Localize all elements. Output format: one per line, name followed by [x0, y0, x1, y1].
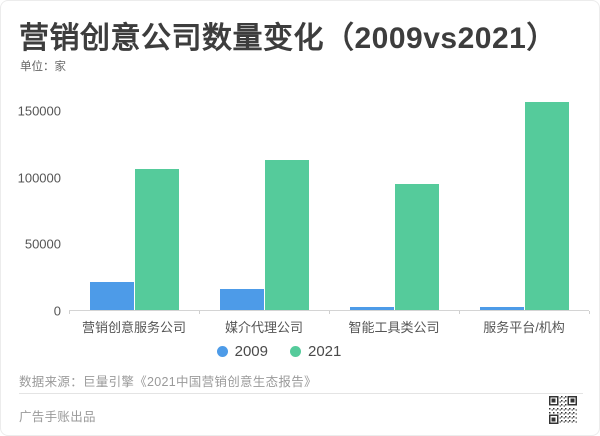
x-axis-label: 智能工具类公司 — [348, 320, 440, 335]
bar-2009 — [219, 288, 264, 310]
bar-group — [199, 96, 329, 310]
legend-item-2021: 2021 — [290, 343, 341, 360]
y-tick-label: 100000 — [17, 170, 61, 186]
unit-label: 单位：家 — [20, 61, 66, 73]
x-axis-tick — [589, 311, 590, 314]
bar-group — [69, 96, 199, 310]
bar-chart: 0 50000 100000 150000 营销创意服务公司 媒介代理公司 智能工具类公司… — [1, 96, 599, 360]
bar-2009 — [89, 282, 134, 310]
qr-code-icon — [549, 396, 577, 424]
bar-2021 — [264, 159, 309, 310]
x-axis-label: 营销创意服务公司 — [81, 320, 186, 335]
bar-2021 — [394, 183, 439, 310]
page-title: 营销创意公司数量变化（2009vs2021） — [19, 22, 557, 55]
bar-group — [459, 96, 589, 310]
bar-2021 — [524, 102, 569, 310]
y-tick-label: 0 — [53, 303, 61, 319]
data-source-text: 数据来源：巨量引擎《2021中国营销创意生态报告》 — [19, 375, 317, 389]
legend-item-2009: 2009 — [216, 343, 268, 360]
x-axis-tick — [69, 311, 70, 314]
x-axis-tick — [459, 311, 460, 314]
legend-label: 2021 — [308, 343, 342, 360]
credit-text: 广告手账出品 — [19, 410, 96, 424]
legend-dot-icon — [290, 346, 301, 357]
footer-divider — [19, 393, 583, 394]
y-axis: 0 50000 100000 150000 — [1, 96, 61, 319]
y-tick-label: 50000 — [24, 236, 61, 252]
chart-legend: 2009 2021 — [1, 343, 557, 360]
bar-2009 — [349, 307, 394, 310]
legend-label: 2009 — [234, 343, 268, 360]
plot-area — [69, 96, 590, 314]
bar-2009 — [479, 307, 524, 310]
x-axis: 营销创意服务公司 媒介代理公司 智能工具类公司 服务平台/机构 — [69, 317, 589, 336]
x-axis-label: 媒介代理公司 — [224, 320, 303, 335]
x-axis-tick — [199, 311, 200, 314]
legend-dot-icon — [216, 346, 228, 357]
bar-group — [329, 96, 459, 310]
x-axis-label: 服务平台/机构 — [483, 320, 565, 335]
x-axis-tick — [329, 311, 330, 314]
y-tick-label: 150000 — [17, 103, 61, 119]
bar-2021 — [134, 168, 179, 310]
